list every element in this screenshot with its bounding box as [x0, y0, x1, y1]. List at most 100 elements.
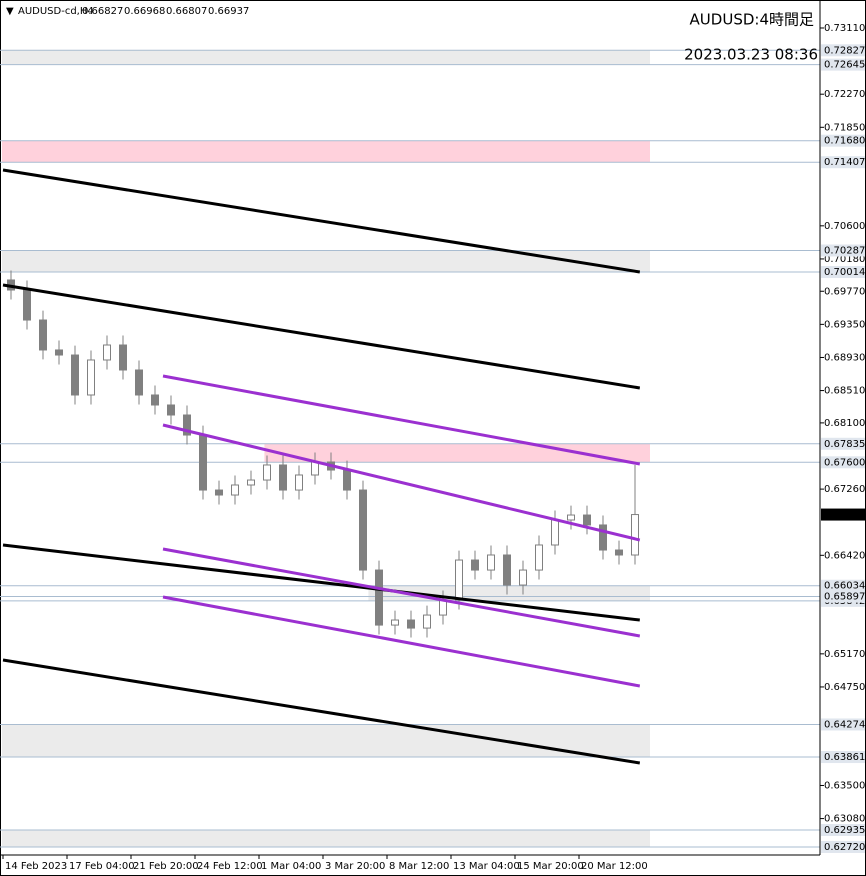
- x-tick-label: 24 Feb 12:00: [197, 861, 263, 872]
- level-label-bg: [821, 44, 865, 57]
- y-tick-label: 0.69350: [824, 319, 865, 330]
- y-tick-label: 0.70180: [824, 254, 865, 265]
- level-label-bg: [821, 437, 865, 450]
- candle-body: [23, 289, 31, 321]
- candle-body: [551, 519, 559, 546]
- candle-body: [519, 569, 527, 586]
- y-tick-label: 0.65170: [824, 649, 865, 660]
- trend-line: [162, 374, 641, 466]
- current-price: 0.66937: [824, 510, 865, 521]
- level-label-bg: [821, 156, 865, 169]
- y-tick-label: 0.68930: [824, 352, 865, 363]
- x-tick-label: 17 Feb 04:00: [69, 861, 135, 872]
- y-tick-label: 0.73110: [824, 23, 865, 34]
- candle-body: [599, 524, 607, 551]
- chart-title: AUDUSD:4時間足: [690, 11, 814, 29]
- level-label: 0.71407: [824, 157, 865, 168]
- y-tick-label: 0.68100: [824, 418, 865, 429]
- level-label-bg: [821, 456, 865, 469]
- level-label-bg: [821, 244, 865, 257]
- trend-line: [162, 547, 641, 638]
- y-tick-label: 0.69770: [824, 286, 865, 297]
- candle-body: [87, 359, 95, 396]
- candle-body: [39, 319, 47, 351]
- y-tick-label: 0.67260: [824, 484, 865, 495]
- symbol: AUDUSD-cd,H4: [18, 6, 94, 17]
- level-label: 0.67835: [824, 439, 865, 450]
- candle-body: [631, 514, 639, 556]
- candle-body: [455, 559, 463, 601]
- candle-body: [247, 479, 255, 486]
- candle-body: [183, 414, 191, 436]
- level-label: 0.66034: [824, 581, 865, 592]
- x-tick-label: 15 Mar 20:00: [517, 861, 584, 872]
- x-tick-label: 3 Mar 20:00: [325, 861, 385, 872]
- level-label-bg: [821, 58, 865, 71]
- level-label: 0.70014: [824, 267, 865, 278]
- candle-body: [439, 599, 447, 616]
- ohlc-value: 0.66937: [208, 6, 249, 17]
- level-label-bg: [821, 134, 865, 147]
- level-label: 0.62720: [824, 842, 865, 853]
- candle-body: [487, 554, 495, 571]
- y-tick-label: 0.72270: [824, 89, 865, 100]
- y-tick-label: 0.71850: [824, 122, 865, 133]
- zone: [2, 250, 650, 273]
- trend-line: [2, 543, 640, 622]
- trend-line: [162, 423, 641, 542]
- y-tick-label: 0.63080: [824, 814, 865, 825]
- candle-body: [359, 489, 367, 571]
- level-label: 0.71680: [824, 136, 865, 147]
- current-price-bg: [821, 508, 865, 521]
- candle-body: [615, 549, 623, 556]
- x-tick-label: 1 Mar 04:00: [261, 861, 321, 872]
- candle-body: [503, 554, 511, 586]
- level-label: 0.72645: [824, 60, 865, 71]
- zone: [2, 50, 650, 65]
- y-tick-label: 0.66420: [824, 550, 865, 561]
- zone: [2, 724, 650, 758]
- x-tick-label: 20 Mar 12:00: [581, 861, 648, 872]
- y-tick-label: 0.64750: [824, 682, 865, 693]
- candle-body: [535, 544, 543, 571]
- menu-arrow[interactable]: ▼: [6, 6, 14, 17]
- candle-body: [103, 344, 111, 361]
- candle-body: [199, 434, 207, 491]
- candle-body: [375, 569, 383, 626]
- trend-line: [2, 283, 641, 390]
- ohlc-value: 0.66807: [166, 6, 207, 17]
- level-label-bg: [821, 718, 865, 731]
- candle-body: [215, 489, 223, 496]
- level-label: 0.62935: [824, 825, 865, 836]
- ohlc-value: 0.66827: [82, 6, 123, 17]
- candle-body: [295, 474, 303, 491]
- candle-body: [423, 614, 431, 629]
- timestamp: 2023.03.23 08:36: [684, 46, 818, 64]
- candle-body: [343, 469, 351, 491]
- trend-line: [2, 658, 641, 765]
- candle-body: [167, 404, 175, 416]
- level-label-bg: [821, 824, 865, 837]
- zone: [2, 830, 650, 847]
- level-label: 0.67600: [824, 457, 865, 468]
- trend-line: [2, 168, 641, 274]
- level-label: 0.65897: [824, 592, 865, 603]
- candle-body: [567, 514, 575, 521]
- candle-body: [55, 349, 63, 356]
- x-tick-label: 21 Feb 20:00: [133, 861, 199, 872]
- level-label: 0.64274: [824, 719, 865, 730]
- zone: [2, 140, 650, 163]
- candle-body: [151, 394, 159, 406]
- candle-body: [583, 514, 591, 526]
- candle-body: [135, 369, 143, 396]
- level-label-bg: [821, 590, 865, 603]
- candle-body: [391, 619, 399, 626]
- zone: [264, 443, 650, 463]
- candle-body: [119, 344, 127, 371]
- y-tick-label: 0.63500: [824, 780, 865, 791]
- candle-body: [231, 484, 239, 496]
- y-tick-label: 0.68510: [824, 386, 865, 397]
- level-label: 0.72827: [824, 45, 865, 56]
- y-tick-label: 0.70600: [824, 221, 865, 232]
- candle-body: [407, 619, 415, 629]
